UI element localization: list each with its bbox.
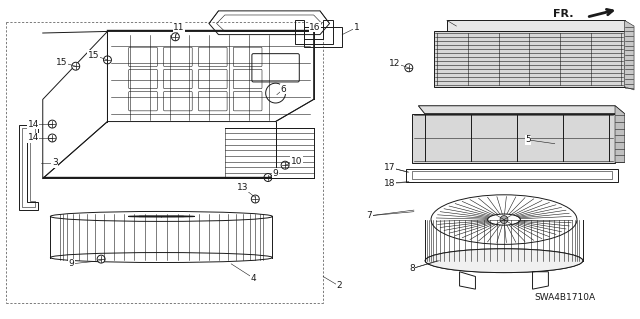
Text: 16: 16: [309, 23, 321, 32]
Text: 1: 1: [354, 23, 360, 32]
Text: 11: 11: [173, 23, 185, 32]
Circle shape: [405, 64, 413, 72]
Text: 18: 18: [384, 179, 396, 188]
Circle shape: [48, 134, 56, 142]
Text: 9: 9: [273, 169, 278, 178]
Circle shape: [72, 62, 80, 70]
Text: 14: 14: [28, 133, 39, 143]
Text: 6: 6: [280, 85, 286, 94]
Text: 13: 13: [237, 183, 248, 192]
Ellipse shape: [431, 195, 577, 244]
Text: 17: 17: [384, 163, 396, 172]
Polygon shape: [447, 20, 625, 32]
Text: 2: 2: [336, 281, 342, 291]
Ellipse shape: [425, 249, 583, 273]
Polygon shape: [434, 32, 625, 87]
Text: 4: 4: [251, 274, 256, 283]
Text: SWA4B1710A: SWA4B1710A: [535, 293, 596, 301]
Text: FR.: FR.: [553, 9, 574, 19]
Text: 3: 3: [52, 158, 58, 167]
Text: 12: 12: [389, 59, 401, 68]
Polygon shape: [412, 114, 615, 163]
Text: 10: 10: [291, 157, 302, 166]
Text: 5: 5: [525, 135, 531, 145]
Polygon shape: [625, 20, 634, 90]
Circle shape: [252, 195, 259, 203]
Text: 7: 7: [367, 211, 372, 220]
Text: 15: 15: [88, 51, 99, 60]
Circle shape: [97, 255, 105, 263]
Circle shape: [500, 216, 508, 224]
Circle shape: [48, 120, 56, 128]
Circle shape: [104, 56, 111, 64]
Circle shape: [281, 161, 289, 169]
Text: 9: 9: [68, 259, 74, 268]
Circle shape: [264, 174, 272, 182]
Text: 15: 15: [56, 58, 68, 67]
Text: 8: 8: [409, 264, 415, 273]
Circle shape: [172, 33, 179, 41]
Polygon shape: [419, 106, 625, 114]
Polygon shape: [615, 106, 625, 163]
Text: 14: 14: [28, 120, 39, 129]
